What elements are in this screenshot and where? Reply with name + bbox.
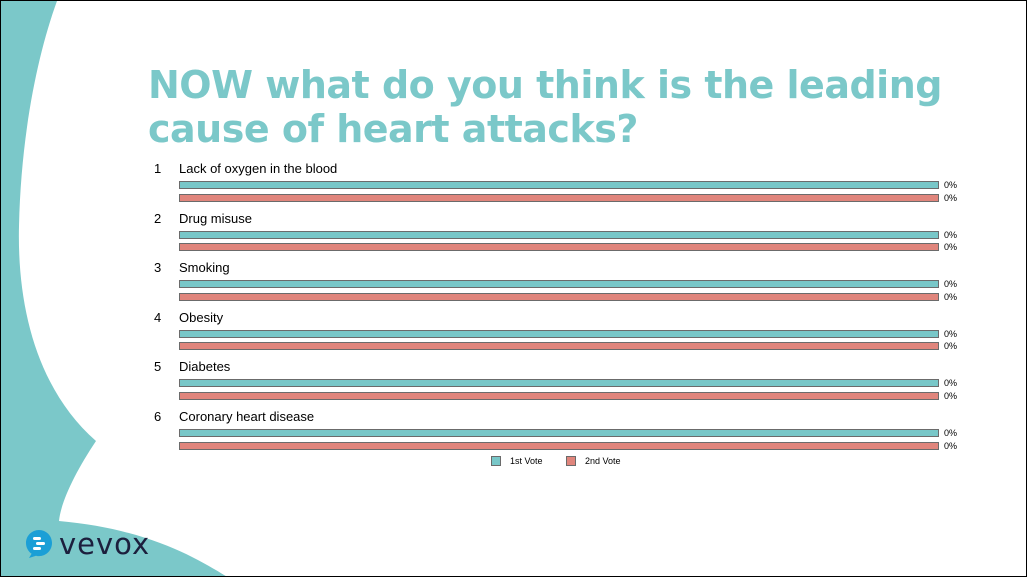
legend-label: 2nd Vote	[585, 456, 621, 466]
legend-swatch-first-vote	[491, 456, 501, 466]
percentage-label: 0%	[944, 390, 958, 401]
question-number: 3	[154, 260, 162, 276]
question-label: Coronary heart disease	[179, 409, 315, 424]
first-vote-bar	[179, 280, 939, 289]
logo-wordmark: vevox	[59, 527, 151, 561]
legend-item: 2nd Vote	[566, 456, 621, 466]
percentage-label: 0%	[944, 440, 958, 451]
percentage-label: 0%	[944, 180, 958, 190]
legend-item: 1st Vote	[491, 456, 543, 466]
percentage-label: 0%	[944, 279, 958, 290]
chart-legend: 1st Vote 2nd Vote	[1, 456, 1026, 470]
slide-title: NOW what do you think is the leading cau…	[148, 63, 942, 151]
second-vote-bar	[179, 243, 939, 252]
question-number: 1	[154, 161, 162, 176]
first-vote-bar	[179, 230, 939, 239]
question-label: Lack of oxygen in the blood	[179, 161, 338, 176]
percentage-label: 0%	[944, 341, 958, 352]
first-vote-bar	[179, 181, 939, 189]
percentage-label: 0%	[944, 428, 958, 438]
question-number: 5	[154, 359, 162, 375]
second-vote-bar	[179, 441, 939, 450]
percentage-label: 0%	[944, 291, 958, 302]
question-label: Obesity	[179, 309, 224, 325]
second-vote-bar	[179, 193, 939, 202]
question-label: Smoking	[179, 260, 230, 276]
second-vote-bar	[179, 391, 939, 400]
first-vote-bar	[179, 379, 939, 388]
vevox-speech-bubble-icon	[26, 530, 52, 558]
percentage-label: 0%	[944, 229, 958, 240]
first-vote-bar	[179, 329, 939, 338]
percentage-label: 0%	[944, 378, 958, 389]
legend-swatch-second-vote	[566, 456, 576, 466]
percentage-label: 0%	[944, 242, 958, 253]
second-vote-bar	[179, 342, 939, 351]
percentage-label: 0%	[944, 328, 958, 339]
question-label: Drug misuse	[179, 210, 252, 226]
vevox-logo: vevox	[25, 529, 150, 559]
first-vote-bar	[179, 429, 939, 437]
question-number: 4	[154, 309, 162, 325]
legend-label: 1st Vote	[510, 456, 543, 466]
question-number: 2	[154, 210, 162, 226]
second-vote-bar	[179, 292, 939, 301]
question-number: 6	[154, 409, 162, 424]
percentage-label: 0%	[944, 192, 958, 203]
question-label: Diabetes	[179, 359, 231, 375]
